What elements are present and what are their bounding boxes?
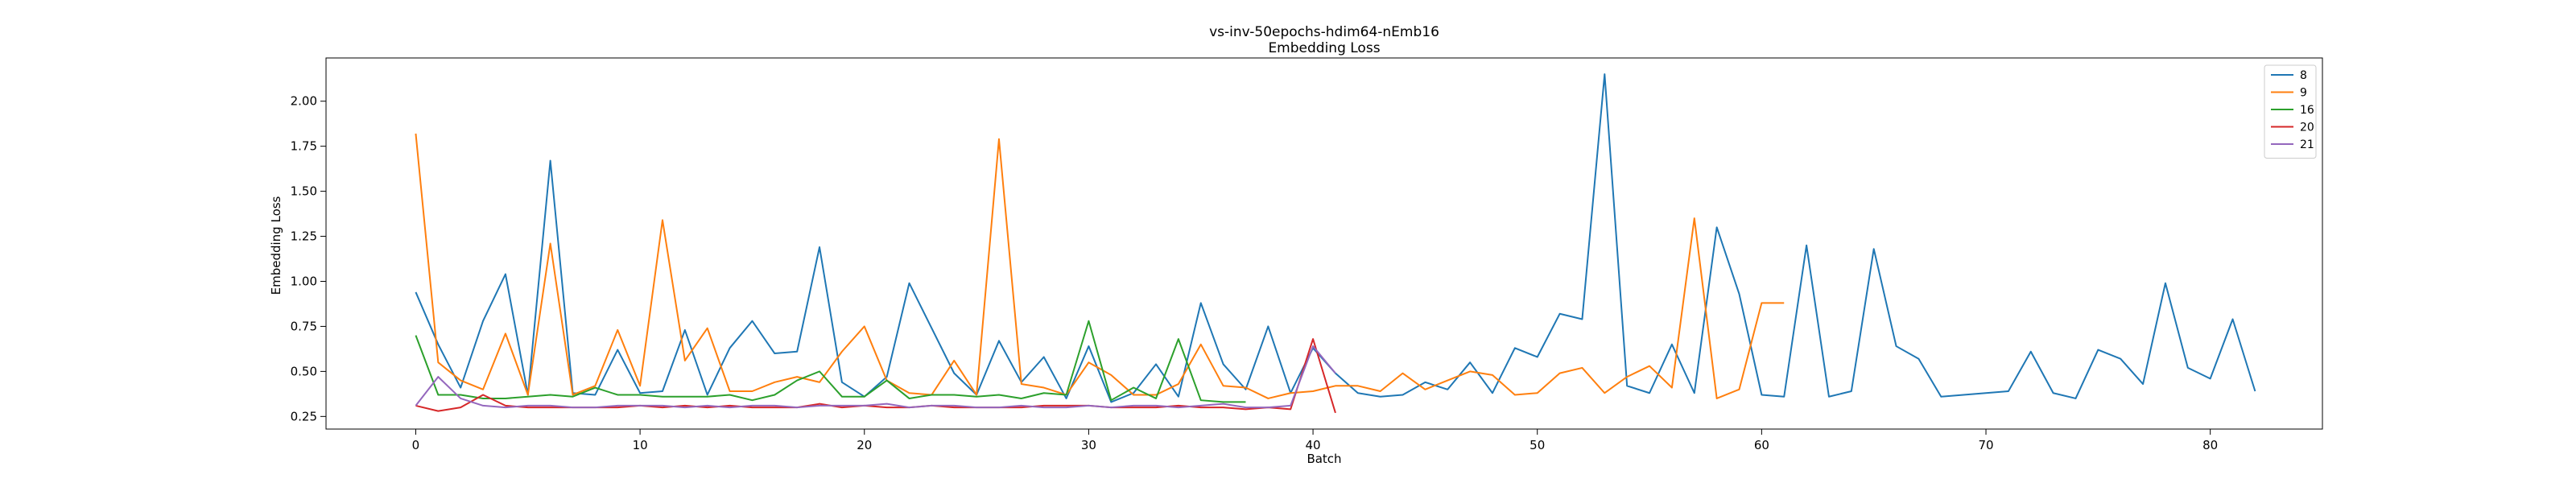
x-tick-label: 0 bbox=[412, 438, 420, 452]
y-tick-label: 0.50 bbox=[291, 364, 317, 378]
legend-label-8: 8 bbox=[2300, 69, 2307, 82]
chart-title: vs-inv-50epochs-hdim64-nEmb16 bbox=[1209, 24, 1439, 40]
chart-subtitle: Embedding Loss bbox=[1268, 40, 1380, 56]
x-tick-label: 20 bbox=[857, 438, 872, 452]
legend-label-9: 9 bbox=[2300, 87, 2307, 100]
x-tick-label: 70 bbox=[1978, 438, 1993, 452]
y-tick-label: 0.75 bbox=[291, 319, 317, 333]
y-tick-label: 1.25 bbox=[291, 229, 317, 244]
legend-label-21: 21 bbox=[2300, 138, 2314, 151]
y-tick-label: 1.00 bbox=[291, 274, 317, 288]
y-axis-label: Embedding Loss bbox=[269, 196, 283, 295]
series-line-8 bbox=[415, 74, 2255, 402]
x-tick-label: 40 bbox=[1306, 438, 1321, 452]
x-axis: 0 10 20 30 40 50 60 70 80 bbox=[412, 429, 2219, 452]
x-tick-label: 80 bbox=[2202, 438, 2218, 452]
legend-label-16: 16 bbox=[2300, 104, 2314, 117]
y-tick-label: 1.50 bbox=[291, 184, 317, 199]
series-group bbox=[415, 74, 2255, 413]
x-tick-label: 30 bbox=[1081, 438, 1096, 452]
y-tick-label: 0.25 bbox=[291, 409, 317, 423]
y-axis: 0.25 0.50 0.75 1.00 1.25 1.50 1.75 2.00 bbox=[291, 94, 326, 424]
series-line-16 bbox=[415, 321, 1245, 402]
x-axis-label: Batch bbox=[1307, 452, 1341, 466]
y-tick-label: 2.00 bbox=[291, 94, 317, 109]
x-tick-label: 10 bbox=[633, 438, 648, 452]
legend: 8 9 16 20 21 bbox=[2264, 65, 2316, 159]
legend-label-20: 20 bbox=[2300, 122, 2314, 134]
x-tick-label: 60 bbox=[1754, 438, 1769, 452]
x-tick-label: 50 bbox=[1530, 438, 1545, 452]
y-tick-label: 1.75 bbox=[291, 139, 317, 154]
